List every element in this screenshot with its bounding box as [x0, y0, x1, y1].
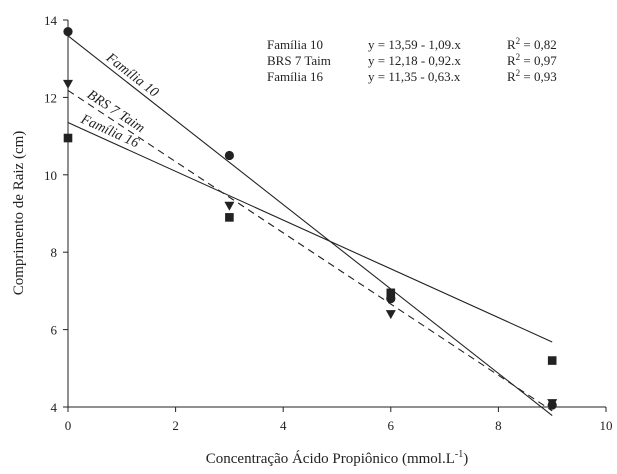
legend-series-name: BRS 7 Taim: [267, 53, 331, 68]
legend-series-name: Família 16: [267, 69, 323, 84]
data-point-triangle: [547, 399, 558, 409]
r-squared-label: R: [507, 37, 516, 52]
fit-line: [67, 122, 553, 343]
fit-line: [67, 89, 553, 412]
data-point-square: [386, 288, 396, 298]
r-squared-superscript: 2: [516, 36, 521, 46]
r-squared-value: = 0,93: [520, 69, 557, 84]
data-point-square: [225, 213, 234, 222]
legend-series-name: Família 10: [267, 37, 323, 52]
fit-line: [67, 35, 553, 416]
legend-equation: y = 12,18 - 0,92.x: [368, 53, 461, 68]
x-tick-label: 6: [388, 418, 395, 433]
data-points: [63, 27, 558, 410]
ticks: 0 2 4 6 8 10 4 6 8 10 12 14: [44, 13, 613, 433]
data-point-circle: [63, 27, 73, 37]
data-point-triangle: [385, 310, 396, 320]
r-squared-label: R: [507, 69, 516, 84]
r-squared-superscript: 2: [516, 68, 521, 78]
y-tick-label: 14: [44, 13, 58, 28]
legend-r-squared: R2 = 0,97: [507, 52, 557, 68]
x-tick-label: 8: [495, 418, 502, 433]
series-label: Família 10: [102, 50, 161, 101]
y-tick-label: 8: [51, 245, 58, 260]
y-axis-title: Comprimento de Raiz (cm): [11, 131, 27, 296]
r-squared-label: R: [507, 53, 516, 68]
y-tick-label: 12: [44, 90, 57, 105]
y-tick-label: 6: [51, 323, 58, 338]
data-point-triangle: [63, 79, 73, 89]
data-point-triangle: [224, 201, 235, 211]
y-tick-label: 4: [51, 400, 58, 415]
equations-legend: Família 10 y = 13,59 - 1,09.x R2 = 0,82BRS…: [267, 36, 557, 84]
x-tick-label: 4: [280, 418, 287, 433]
data-point-square: [63, 133, 73, 143]
legend-r-squared: R2 = 0,82: [507, 36, 557, 52]
r-squared-value: = 0,97: [520, 53, 557, 68]
x-tick-label: 0: [65, 418, 72, 433]
x-tick-label: 2: [172, 418, 179, 433]
x-tick-label: 10: [600, 418, 613, 433]
data-point-circle: [224, 150, 234, 161]
r-squared-superscript: 2: [516, 52, 521, 62]
x-axis-title-close: ): [463, 451, 468, 467]
fit-lines: [67, 35, 553, 416]
legend-equation: y = 13,59 - 1,09.x: [368, 37, 461, 52]
legend-r-squared: R2 = 0,93: [507, 68, 557, 84]
r-squared-value: = 0,82: [520, 37, 557, 52]
y-tick-label: 10: [44, 168, 57, 183]
x-axis-title: Concentração Ácido Propiônico (mmol.L-1): [206, 449, 468, 467]
x-axis-title-superscript: -1: [455, 449, 463, 460]
legend-equation: y = 11,35 - 0,63.x: [368, 69, 461, 84]
data-point-square: [547, 356, 557, 365]
